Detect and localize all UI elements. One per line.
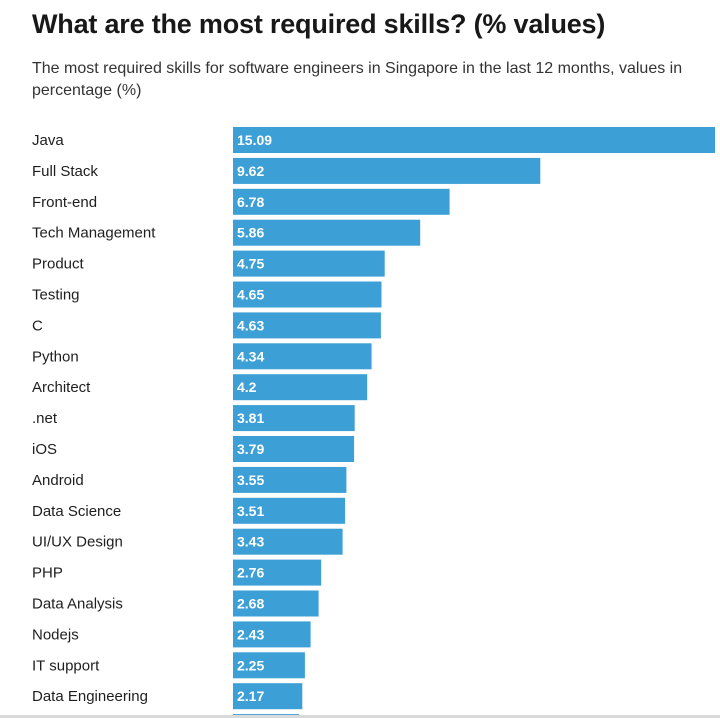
chart-subtitle: The most required skills for software en… [32,60,683,99]
category-label: UI/UX Design [32,534,123,551]
category-label: Data Analysis [32,596,123,613]
bar [233,188,450,215]
category-label: Android [32,472,84,489]
value-label: 3.79 [237,441,264,457]
bar [233,312,381,339]
bar [233,219,421,246]
value-label: 3.81 [237,410,264,426]
category-label: Full Stack [32,163,98,180]
value-label: 4.63 [237,317,264,333]
value-label: 2.68 [237,596,264,612]
value-label: 3.43 [237,534,264,550]
category-label: Front-end [32,194,97,211]
bar [233,405,355,432]
value-label: 4.75 [237,256,264,272]
value-label: 4.65 [237,287,264,303]
value-label: 15.09 [237,132,272,148]
value-label: 2.17 [237,688,264,704]
bar [233,343,372,370]
bar [233,683,303,710]
value-label: 4.34 [237,348,264,364]
bar [233,127,715,153]
category-label: .net [32,410,58,427]
bar [233,652,305,679]
value-label: 5.86 [237,225,264,241]
category-label: Data Engineering [32,688,148,705]
value-label: 6.78 [237,194,264,210]
category-label: iOS [32,441,57,458]
category-label: Product [32,256,85,273]
category-label: Tech Management [32,225,156,242]
value-label: 3.55 [237,472,264,488]
bar [233,559,322,586]
category-label: Testing [32,287,80,304]
category-label: Java [32,132,64,149]
category-label: Python [32,348,79,365]
value-label: 2.25 [237,657,264,673]
bar [233,590,319,617]
category-label: C [32,317,43,334]
value-label: 2.76 [237,565,264,581]
bar [233,621,311,648]
category-label: Nodejs [32,626,79,643]
value-label: 3.51 [237,503,264,519]
bar [233,157,541,184]
bar [233,497,346,524]
category-label: IT support [32,657,100,674]
chart-title: What are the most required skills? (% va… [32,9,606,39]
bar [233,374,368,401]
bar [233,250,385,277]
value-label: 2.43 [237,626,264,642]
category-label: PHP [32,565,63,582]
bar [233,466,347,493]
bar [233,281,382,308]
bar [233,436,355,462]
category-label: Data Science [32,503,121,520]
value-label: 4.2 [237,379,257,395]
bar [233,528,343,555]
bottom-divider [0,715,720,718]
category-label: Architect [32,379,91,396]
value-label: 9.62 [237,163,264,179]
